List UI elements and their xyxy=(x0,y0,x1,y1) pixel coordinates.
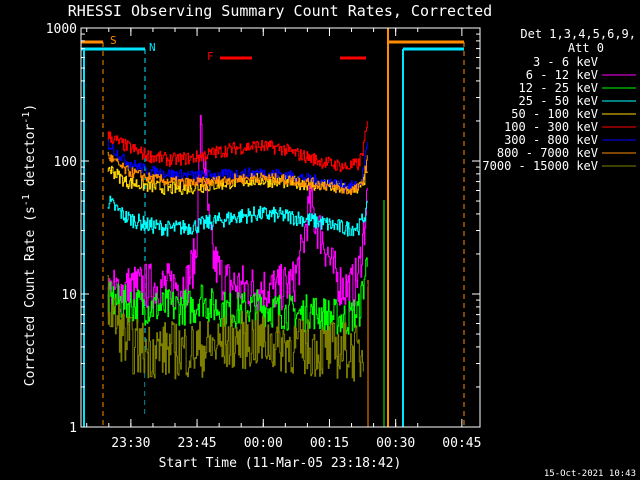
y-tick-label: 10 xyxy=(61,288,77,303)
x-tick-label: 00:00 xyxy=(244,436,283,451)
footer-date: 15-Oct-2021 10:43 xyxy=(544,469,636,479)
legend-label: 800 - 7000 keV xyxy=(497,146,598,160)
series-300-800-kev xyxy=(107,139,368,192)
x-tick-label: 00:30 xyxy=(376,436,415,451)
legend-label: 6 - 12 keV xyxy=(526,68,598,82)
series-7000-15000-kev xyxy=(107,275,364,382)
x-tick-label: 23:30 xyxy=(111,436,150,451)
series-12-25-kev xyxy=(107,257,368,335)
legend-label: 100 - 300 keV xyxy=(504,120,598,134)
flag-label-saa: S xyxy=(110,34,117,47)
series-line xyxy=(107,275,364,382)
plot-frame xyxy=(80,27,481,428)
y-tick-label: 1000 xyxy=(46,22,77,37)
legend-label: 50 - 100 keV xyxy=(511,107,598,121)
series-line xyxy=(107,257,368,335)
series-100-300-kev xyxy=(107,121,368,173)
series-25-50-kev xyxy=(107,195,368,237)
legend-label: 300 - 800 keV xyxy=(504,133,598,147)
series-line xyxy=(107,121,368,173)
y-tick-label: 100 xyxy=(54,155,77,170)
series-line xyxy=(107,195,368,237)
x-tick-label: 00:45 xyxy=(442,436,481,451)
series-line xyxy=(107,139,368,192)
series-800-7000-kev xyxy=(107,151,368,196)
y-tick-label: 1 xyxy=(69,421,77,436)
series-3-6-kev xyxy=(107,176,368,427)
legend-header-line-1: Det 1,3,4,5,6,9, xyxy=(520,27,636,41)
chart-title: RHESSI Observing Summary Count Rates, Co… xyxy=(68,2,492,20)
plot-area: S N F xyxy=(81,28,465,427)
axes: 1000 100 10 1 23:30 23:45 00:00 00:15 00:30 00:45 xyxy=(46,22,482,451)
legend-header-line-2: Att 0 xyxy=(568,41,604,55)
x-tick-label: 23:45 xyxy=(178,436,217,451)
legend-label: 7000 - 15000 keV xyxy=(482,159,598,173)
y-axis-label: Corrected Count Rate (s-1 detector-1) xyxy=(21,104,38,386)
series-line xyxy=(107,176,368,427)
x-tick-label: 00:15 xyxy=(310,436,349,451)
flag-label-flare: F xyxy=(207,50,214,63)
flag-label-night: N xyxy=(149,41,156,54)
series-line xyxy=(107,151,368,196)
legend-label: 25 - 50 keV xyxy=(519,94,598,108)
legend-label: 3 - 6 keV xyxy=(533,55,598,69)
x-axis-label: Start Time (11-Mar-05 23:18:42) xyxy=(159,456,402,471)
legend-label: 12 - 25 keV xyxy=(519,81,598,95)
